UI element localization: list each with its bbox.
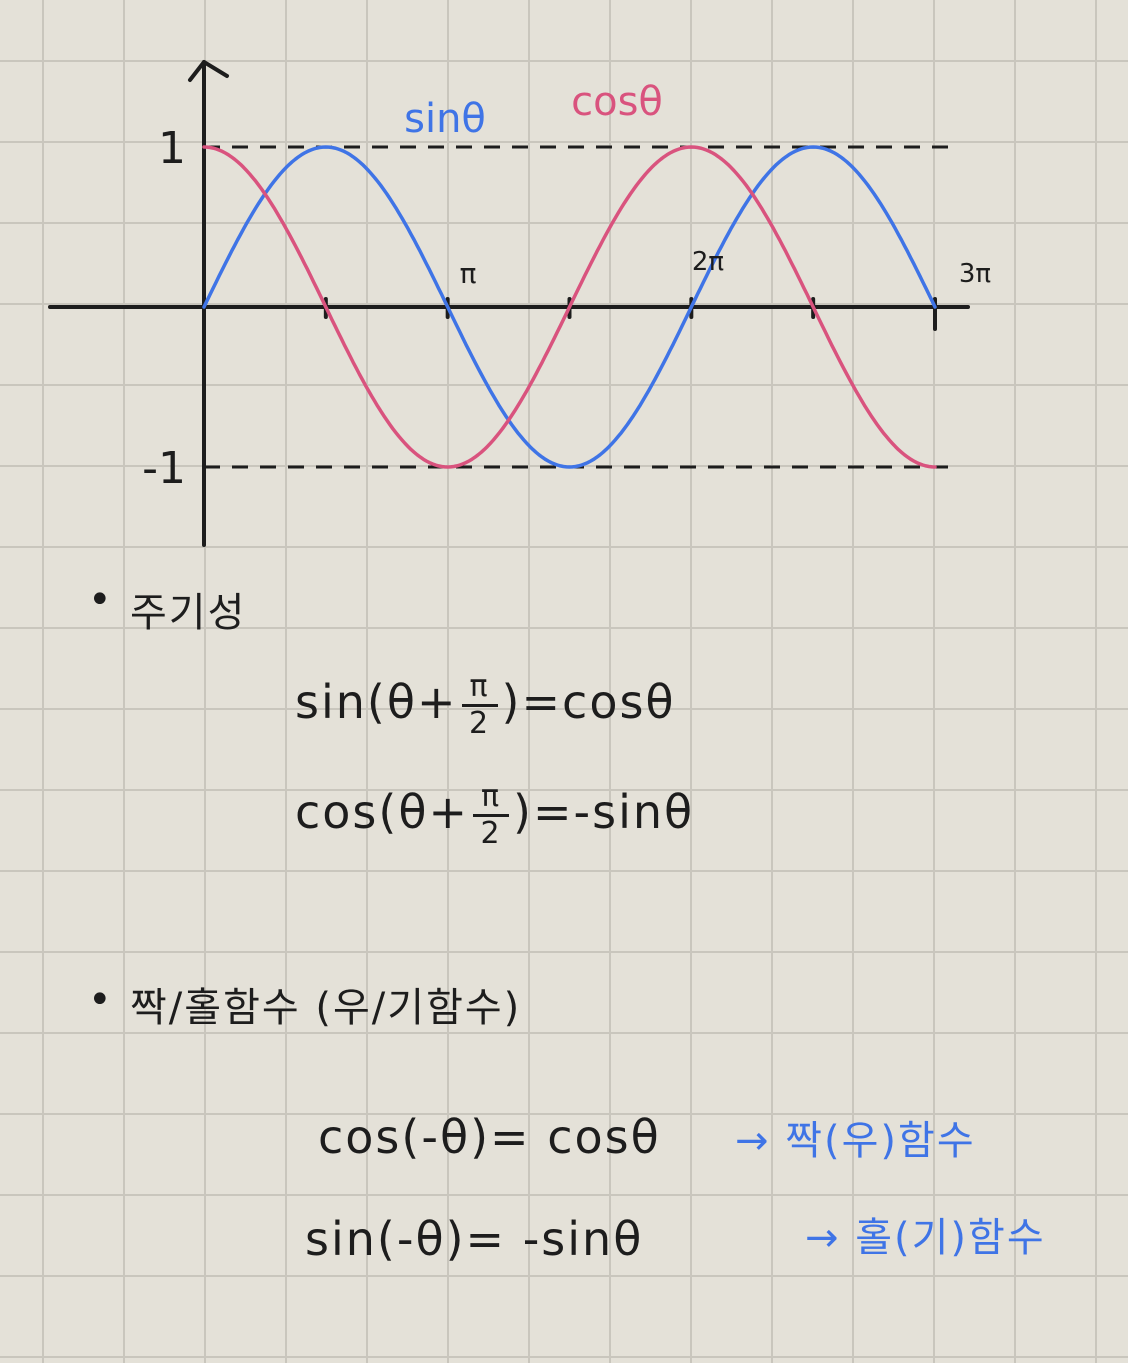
y-tick-label: -1 [142, 443, 186, 494]
equation-cos-shift-right: )=-sinθ [513, 785, 695, 839]
equation-sin-shift: sin(θ+ π 2)=cosθ [295, 672, 676, 739]
legend-label-cos: cosθ [571, 79, 663, 125]
legend: sinθ cosθ [404, 79, 663, 142]
equation-sin-odd: sin(-θ)= -sinθ [305, 1212, 644, 1266]
note-even-function: → 짝(우)함수 [735, 1118, 976, 1164]
heading-even-odd: 짝/홀함수 (우/기함수) [130, 985, 522, 1031]
equation-cos-even: cos(-θ)= cosθ [318, 1110, 661, 1164]
equation-sin-shift-left: sin(θ+ [295, 675, 458, 729]
axes [48, 60, 970, 547]
series-layer [202, 145, 937, 469]
x-tick-label: 2π [692, 247, 724, 277]
fraction-numerator: π [481, 779, 502, 814]
bullet-2: • [88, 977, 112, 1023]
x-ticks [323, 297, 937, 331]
bullet-1: • [88, 577, 112, 623]
fraction-denominator: 2 [469, 706, 491, 741]
legend-label-sin: sinθ [404, 96, 486, 142]
series-line-sin [202, 145, 937, 469]
series-line-cos [202, 145, 937, 469]
y-tick-label: 1 [158, 123, 186, 174]
note-odd-function: → 홀(기)함수 [805, 1215, 1046, 1261]
equation-cos-shift: cos(θ+ π 2)=-sinθ [295, 782, 694, 849]
x-tick-label: π [460, 257, 477, 290]
fraction-numerator: π [469, 669, 490, 704]
heading-periodicity: 주기성 [130, 590, 247, 636]
equation-cos-shift-left: cos(θ+ [295, 785, 470, 839]
y-axis-arrowhead-icon [188, 60, 229, 82]
fraction-denominator: 2 [480, 816, 502, 851]
x-tick-label: 3π [959, 259, 991, 289]
equation-sin-shift-right: )=cosθ [501, 675, 676, 729]
trig-graph: π 2π 3π 1 -1 sinθ cosθ [48, 60, 991, 547]
tick-labels: π 2π 3π 1 -1 [142, 123, 991, 494]
